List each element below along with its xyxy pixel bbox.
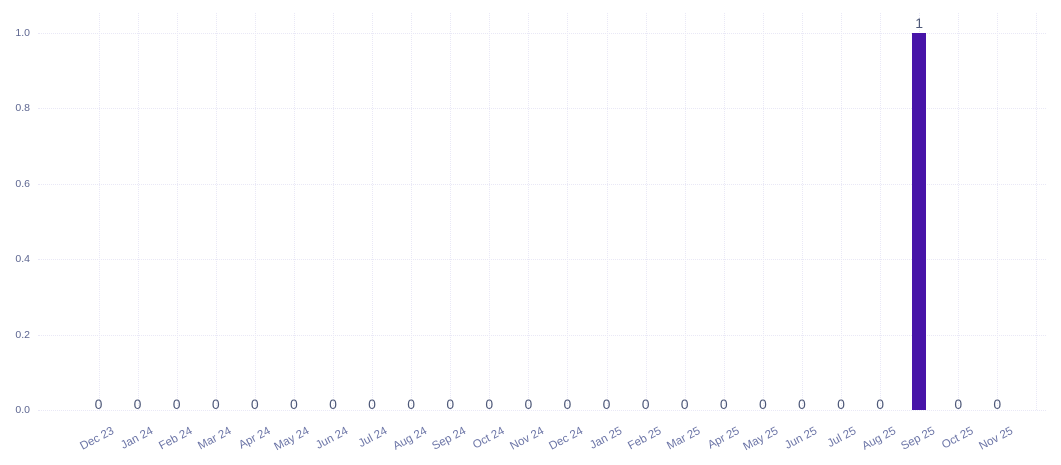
x-axis-tick-label: Sep 25 — [899, 425, 937, 453]
bar-value-label: 0 — [172, 396, 181, 412]
gridline-horizontal — [38, 108, 1046, 110]
y-axis-tick-label: 0.2 — [15, 328, 30, 341]
x-axis-tick-label: Oct 25 — [940, 425, 976, 452]
bar-value-label: 0 — [798, 396, 806, 412]
bar-value-label: 0 — [250, 396, 259, 412]
x-axis-tick-label: Nov 25 — [977, 425, 1015, 453]
x-axis-tick-label: Jul 24 — [356, 425, 390, 451]
bar-value-label: 0 — [758, 396, 767, 412]
bar-value-label: 0 — [602, 396, 611, 412]
y-axis-tick-label: 0.6 — [15, 177, 30, 190]
gridline-vertical — [489, 13, 491, 410]
gridline-horizontal — [38, 410, 1046, 411]
y-axis-tick-label: 1.0 — [15, 27, 30, 39]
gridline-vertical — [1036, 13, 1038, 410]
bar[interactable] — [912, 33, 927, 410]
gridline-vertical — [254, 13, 256, 410]
bar-value-label: 0 — [133, 396, 142, 412]
x-axis-tick-label: Mar 24 — [196, 425, 234, 453]
gridline-horizontal — [38, 334, 1046, 336]
gridline-horizontal — [38, 33, 1046, 34]
bar-value-label: 0 — [954, 396, 963, 412]
gridline-vertical — [997, 13, 999, 410]
bar-value-label: 0 — [485, 396, 494, 412]
gridline-vertical — [176, 13, 178, 410]
bar-value-label: 0 — [368, 396, 376, 412]
bar-value-label: 0 — [719, 396, 728, 412]
x-axis-tick-label: Jan 24 — [119, 425, 156, 452]
bar-value-label: 0 — [837, 396, 845, 412]
bar-value-label: 0 — [289, 396, 298, 412]
x-axis-tick-label: May 24 — [272, 425, 312, 454]
bar-value-label: 0 — [680, 396, 689, 412]
gridline-vertical — [841, 13, 843, 410]
gridline-vertical — [528, 13, 530, 410]
x-axis-tick-label: Oct 24 — [471, 425, 507, 452]
x-axis-tick-label: Apr 25 — [705, 425, 742, 452]
x-axis-tick-label: Dec 23 — [78, 425, 117, 453]
bar-value-label: 0 — [94, 396, 103, 412]
x-axis-tick-label: May 25 — [741, 425, 781, 454]
gridline-vertical — [98, 13, 100, 410]
bar-value-label: 0 — [524, 396, 533, 412]
x-axis-tick-label: Aug 25 — [859, 425, 898, 453]
x-axis-tick-label: Jun 25 — [783, 425, 820, 452]
y-axis-tick-label: 0.0 — [15, 404, 30, 416]
gridline-vertical — [372, 13, 374, 410]
bar-value-label: 0 — [876, 396, 884, 412]
x-axis-tick-label: Dec 24 — [547, 425, 586, 453]
gridline-horizontal — [38, 259, 1046, 261]
gridline-vertical — [723, 13, 725, 410]
bar-value-label: 0 — [211, 396, 220, 412]
x-axis-tick-label: Apr 24 — [236, 425, 273, 452]
x-axis-tick-label: Jun 24 — [314, 425, 351, 452]
gridline-vertical — [801, 13, 803, 410]
x-axis-tick-label: Nov 24 — [508, 425, 547, 453]
y-axis-tick-label: 0.8 — [15, 102, 30, 115]
x-axis-tick-label: Aug 24 — [390, 425, 429, 453]
gridline-vertical — [332, 13, 334, 410]
x-axis-tick-label: Jan 25 — [588, 425, 625, 452]
x-axis-tick-label: Sep 24 — [430, 425, 468, 453]
gridline-vertical — [684, 13, 686, 410]
bar-value-label: 0 — [407, 396, 416, 412]
x-axis-tick-label: Mar 25 — [665, 425, 703, 453]
bar-value-label: 0 — [563, 396, 572, 412]
gridline-vertical — [606, 13, 608, 410]
gridline-vertical — [411, 13, 413, 410]
bar-value-label: 0 — [641, 396, 650, 412]
x-axis-tick-label: Feb 25 — [626, 425, 664, 453]
gridline-vertical — [958, 13, 960, 410]
gridline-vertical — [880, 13, 882, 410]
y-axis-tick-label: 0.4 — [15, 253, 30, 266]
bar-value-label: 1 — [915, 15, 924, 31]
bar-value-label: 0 — [446, 396, 455, 412]
gridline-vertical — [293, 13, 295, 410]
gridline-vertical — [137, 13, 139, 410]
bar-value-label: 0 — [329, 396, 337, 412]
gridline-horizontal — [38, 183, 1046, 185]
gridline-vertical — [567, 13, 569, 410]
gridline-vertical — [762, 13, 764, 410]
gridline-vertical — [645, 13, 647, 410]
gridline-vertical — [215, 13, 217, 410]
x-axis-tick-label: Feb 24 — [157, 425, 195, 453]
bar-value-label: 0 — [993, 396, 1002, 412]
gridline-vertical — [450, 13, 452, 410]
x-axis-tick-label: Jul 25 — [825, 425, 859, 451]
